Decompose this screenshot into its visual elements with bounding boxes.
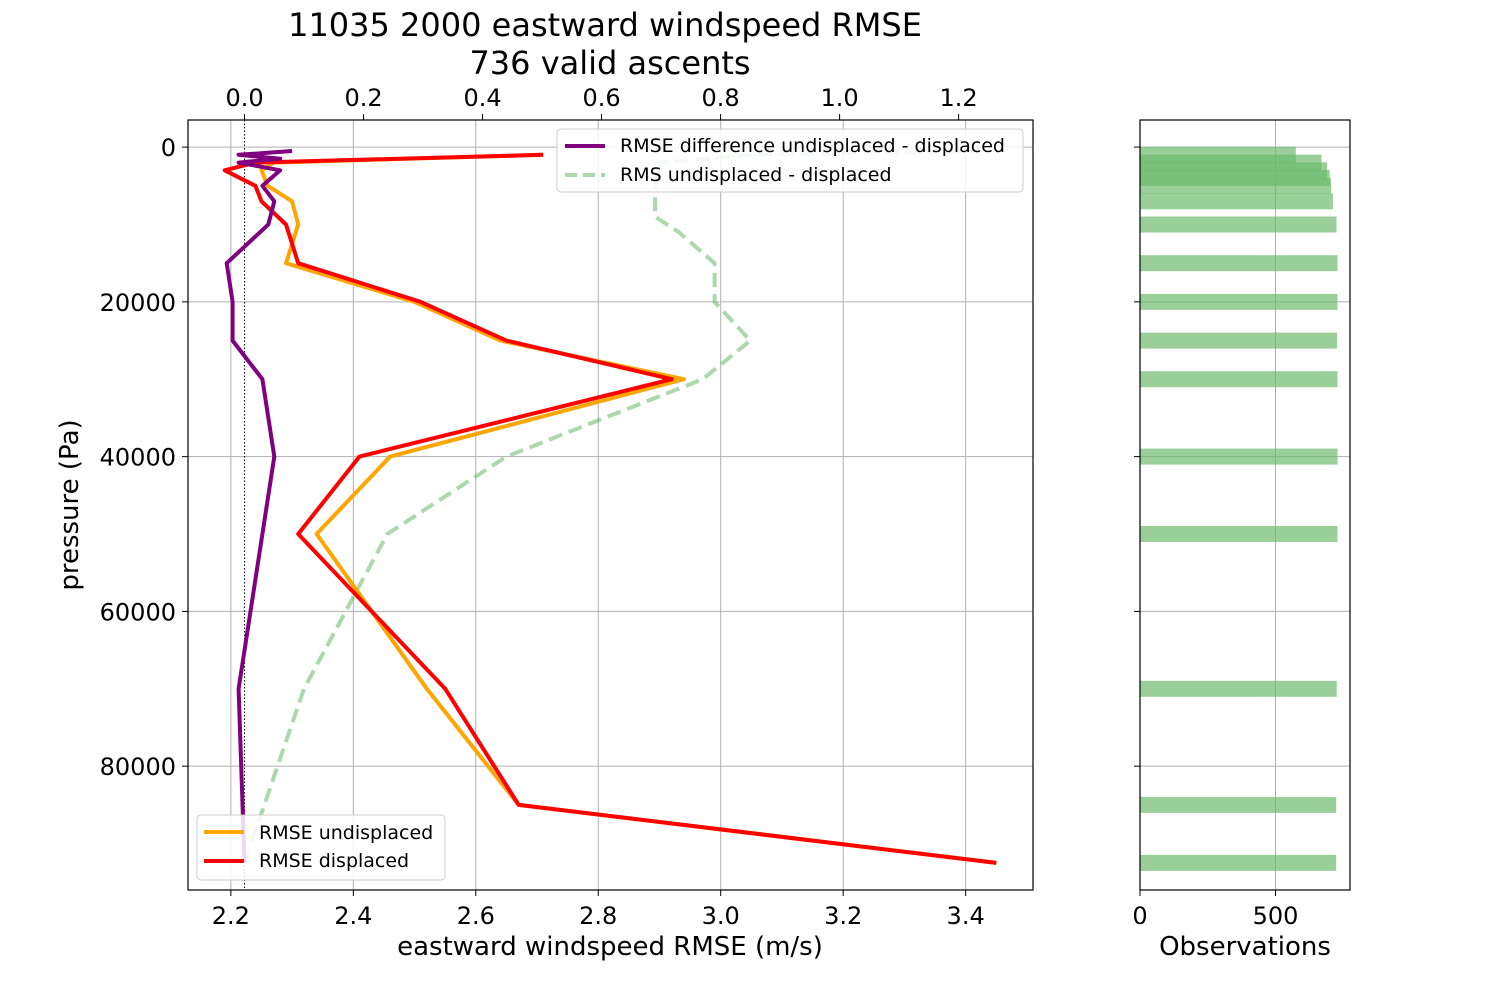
x-tick-label: 3.0: [702, 902, 740, 930]
x-tick-label: 3.4: [947, 902, 985, 930]
x-tick-label: 2.8: [579, 902, 617, 930]
observation-bar: [1140, 216, 1337, 233]
x-tick-label: 2.6: [457, 902, 495, 930]
y-axis-label: pressure (Pa): [55, 419, 85, 590]
main-bottom-axis: 2.2 2.4 2.6 2.8 3.0 3.2 3.4: [212, 890, 985, 930]
series-rms-undisplaced-line: [242, 149, 983, 864]
top-x-tick-label: 0.2: [344, 84, 382, 112]
observations-plot-frame: [1139, 119, 1351, 891]
legend-label-rmse-undisplaced: RMSE undisplaced: [259, 822, 433, 844]
chart-subtitle: 736 valid ascents: [469, 44, 750, 82]
y-tick-label: 40000: [100, 444, 176, 472]
observation-bar: [1140, 371, 1338, 388]
main-series-lines: [222, 149, 997, 865]
observations-plot: 0 500 Observations: [1132, 119, 1351, 962]
main-grid: [188, 120, 1033, 890]
observation-bar: [1140, 332, 1337, 349]
observations-x-label: Observations: [1159, 932, 1331, 962]
top-x-tick-label: 1.2: [940, 84, 978, 112]
top-x-tick-label: 0.6: [582, 84, 620, 112]
top-x-tick-label: 0.0: [225, 84, 263, 112]
main-plot-frame: [187, 119, 1034, 891]
observation-bar: [1140, 193, 1333, 210]
chart-title: 11035 2000 eastward windspeed RMSE: [288, 6, 922, 44]
legend-label-rms-undisplaced: RMS undisplaced - displaced: [620, 164, 892, 186]
legend-lower-left: RMSE undisplaced RMSE displaced: [196, 814, 446, 881]
series-rmse-difference-line: [224, 149, 293, 863]
observations-bars: [1140, 146, 1338, 871]
obs-x-tick-label: 0: [1132, 902, 1147, 930]
y-tick-label: 0: [161, 134, 176, 162]
x-axis-label: eastward windspeed RMSE (m/s): [397, 932, 823, 962]
x-tick-label: 2.4: [334, 902, 372, 930]
series-rmse-undisplaced-line: [259, 152, 997, 865]
observations-y-axis: [1134, 146, 1140, 767]
x-tick-label: 3.2: [824, 902, 862, 930]
legend-lower-left-box: [196, 814, 446, 881]
observation-bar: [1140, 680, 1337, 697]
legend-upper-right-box: [556, 128, 1024, 193]
observation-bar: [1140, 796, 1337, 813]
main-top-axis: 0.0 0.2 0.4 0.6 0.8 1.0 1.2: [225, 84, 978, 120]
y-tick-label: 80000: [100, 753, 176, 781]
top-x-tick-label: 0.8: [702, 84, 740, 112]
y-tick-label: 20000: [100, 289, 176, 317]
observation-bar: [1140, 177, 1331, 194]
x-tick-label: 2.2: [212, 902, 250, 930]
legend-label-rmse-difference: RMSE difference undisplaced - displaced: [620, 135, 1005, 157]
observation-bar: [1140, 448, 1338, 465]
observation-bar: [1140, 255, 1338, 272]
top-x-tick-label: 1.0: [821, 84, 859, 112]
top-x-tick-label: 0.4: [463, 84, 501, 112]
legend-upper-right: RMSE difference undisplaced - displaced …: [556, 128, 1024, 193]
legend-label-rmse-displaced: RMSE displaced: [259, 850, 409, 872]
y-tick-label: 60000: [100, 598, 176, 626]
main-plot: 2.2 2.4 2.6 2.8 3.0 3.2 3.4 0.0 0.2 0.4 0.6 0.8 1.0…: [55, 6, 1034, 962]
observations-grid: [1139, 120, 1350, 890]
observation-bar: [1140, 293, 1338, 310]
obs-x-tick-label: 500: [1253, 902, 1299, 930]
series-rmse-displaced-line: [222, 152, 997, 865]
observation-bar: [1140, 526, 1338, 542]
observation-bar: [1140, 854, 1337, 871]
observations-x-axis: 0 500: [1132, 890, 1298, 930]
main-y-axis: 0 20000 40000 60000 80000: [100, 134, 188, 781]
